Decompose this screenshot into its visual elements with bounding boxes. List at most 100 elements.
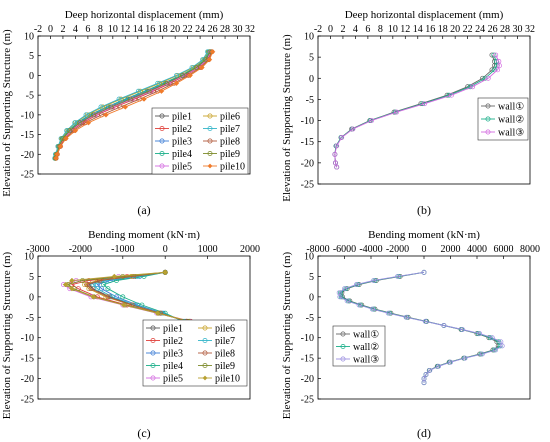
series-line [54, 51, 208, 159]
series-line [334, 54, 500, 168]
x-tick-label: 12 [120, 24, 130, 35]
legend-marker [150, 350, 156, 356]
data-point [158, 88, 165, 94]
x-tick-label: 20 [450, 24, 460, 35]
series-wall③ [332, 52, 502, 170]
y-tick-label: -5 [306, 313, 314, 324]
data-point [94, 286, 100, 292]
data-point [333, 160, 338, 166]
y-tick-label: 5 [29, 272, 34, 283]
x-tick-label: 32 [525, 24, 535, 35]
data-point [173, 72, 179, 78]
data-point [441, 323, 447, 328]
data-point [90, 294, 96, 300]
y-tick-label: 10 [304, 32, 314, 43]
panel-label: (c) [137, 426, 150, 440]
data-point [83, 112, 89, 118]
data-point [422, 101, 428, 107]
legend-entry: pile4 [146, 361, 183, 372]
data-point [394, 109, 400, 115]
y-axis-label: Elevation of Supporting Structure (m) [281, 251, 293, 419]
y-tick-label: 10 [304, 252, 314, 263]
x-tick-label: 10 [108, 24, 118, 35]
legend-entry: wall① [481, 102, 524, 113]
x-tick-label: 6 [365, 24, 370, 35]
legend-marker [159, 126, 165, 131]
plot-frame [317, 35, 531, 185]
legend-label: pile3 [172, 137, 192, 148]
x-tick-label: 0 [163, 244, 168, 255]
x-axis-label: Deep horizontal displacement (mm) [65, 9, 224, 21]
data-point [421, 269, 427, 275]
y-tick-label: -15 [21, 130, 34, 141]
data-point [130, 273, 136, 279]
series-line [54, 51, 210, 159]
legend-marker [485, 116, 491, 122]
data-point [54, 151, 61, 158]
legend-entry: pile2 [155, 124, 192, 135]
data-point [489, 335, 495, 341]
x-tick-label: 20 [170, 24, 180, 35]
legend-entry: wall③ [481, 128, 524, 139]
legend-label: pile5 [163, 374, 183, 385]
legend-marker [207, 113, 213, 119]
y-axis-label: Elevation of Supporting Structure (m) [1, 29, 13, 197]
y-tick-label: -10 [301, 333, 314, 344]
panel-label: (b) [417, 203, 431, 217]
data-point [479, 351, 485, 357]
data-point [369, 118, 375, 124]
x-axis-label: Deep horizontal displacement (mm) [345, 9, 504, 21]
data-point [492, 67, 497, 73]
x-tick-label: 22 [183, 24, 193, 35]
legend-entry: pile3 [146, 349, 183, 360]
legend-entry: wall② [336, 342, 379, 353]
x-tick-label: 6 [85, 24, 90, 35]
legend-marker [159, 163, 165, 169]
series-line [334, 54, 498, 168]
x-tick-label: 0 [422, 244, 427, 255]
data-point [84, 282, 90, 288]
data-point [436, 363, 442, 369]
legend-marker [340, 344, 346, 349]
x-tick-label: 8 [98, 24, 103, 35]
data-point [350, 126, 356, 132]
x-tick-label: 16 [425, 24, 435, 35]
data-point [116, 96, 122, 102]
y-tick-label: 5 [309, 53, 314, 64]
data-point [339, 135, 345, 140]
y-tick-label: -20 [21, 150, 34, 161]
x-tick-label: 6000 [494, 244, 514, 255]
data-point [105, 294, 111, 300]
y-tick-label: -10 [21, 333, 34, 344]
legend-entry: pile8 [203, 137, 240, 148]
legend-entry: pile10 [198, 374, 240, 385]
legend-label: pile4 [172, 149, 192, 160]
legend-entry: pile9 [198, 361, 235, 372]
legend-marker [202, 338, 208, 343]
x-tick-label: 22 [463, 24, 473, 35]
y-tick-label: -20 [301, 158, 314, 169]
data-point [187, 72, 193, 79]
legend-label: pile1 [172, 112, 192, 123]
legend-marker [340, 331, 346, 337]
y-axis-label: Elevation of Supporting Structure (m) [281, 34, 293, 202]
legend-entry: pile5 [146, 374, 183, 385]
legend-entry: pile7 [198, 336, 235, 347]
data-point [495, 67, 501, 73]
data-point [57, 143, 64, 150]
data-point [101, 282, 107, 288]
panel-label: (a) [137, 203, 150, 217]
legend-marker [150, 338, 156, 343]
legend: wall① wall② wall③ [477, 97, 529, 141]
series-wall③ [336, 269, 505, 386]
legend-label: wall② [353, 342, 379, 353]
data-point [64, 128, 70, 134]
data-point [108, 104, 114, 110]
legend-marker [485, 129, 491, 135]
legend-label: pile3 [163, 349, 183, 360]
x-tick-label: 4 [353, 24, 358, 35]
data-point [120, 294, 126, 300]
legend-box [142, 319, 248, 387]
x-tick-label: 14 [133, 24, 143, 35]
